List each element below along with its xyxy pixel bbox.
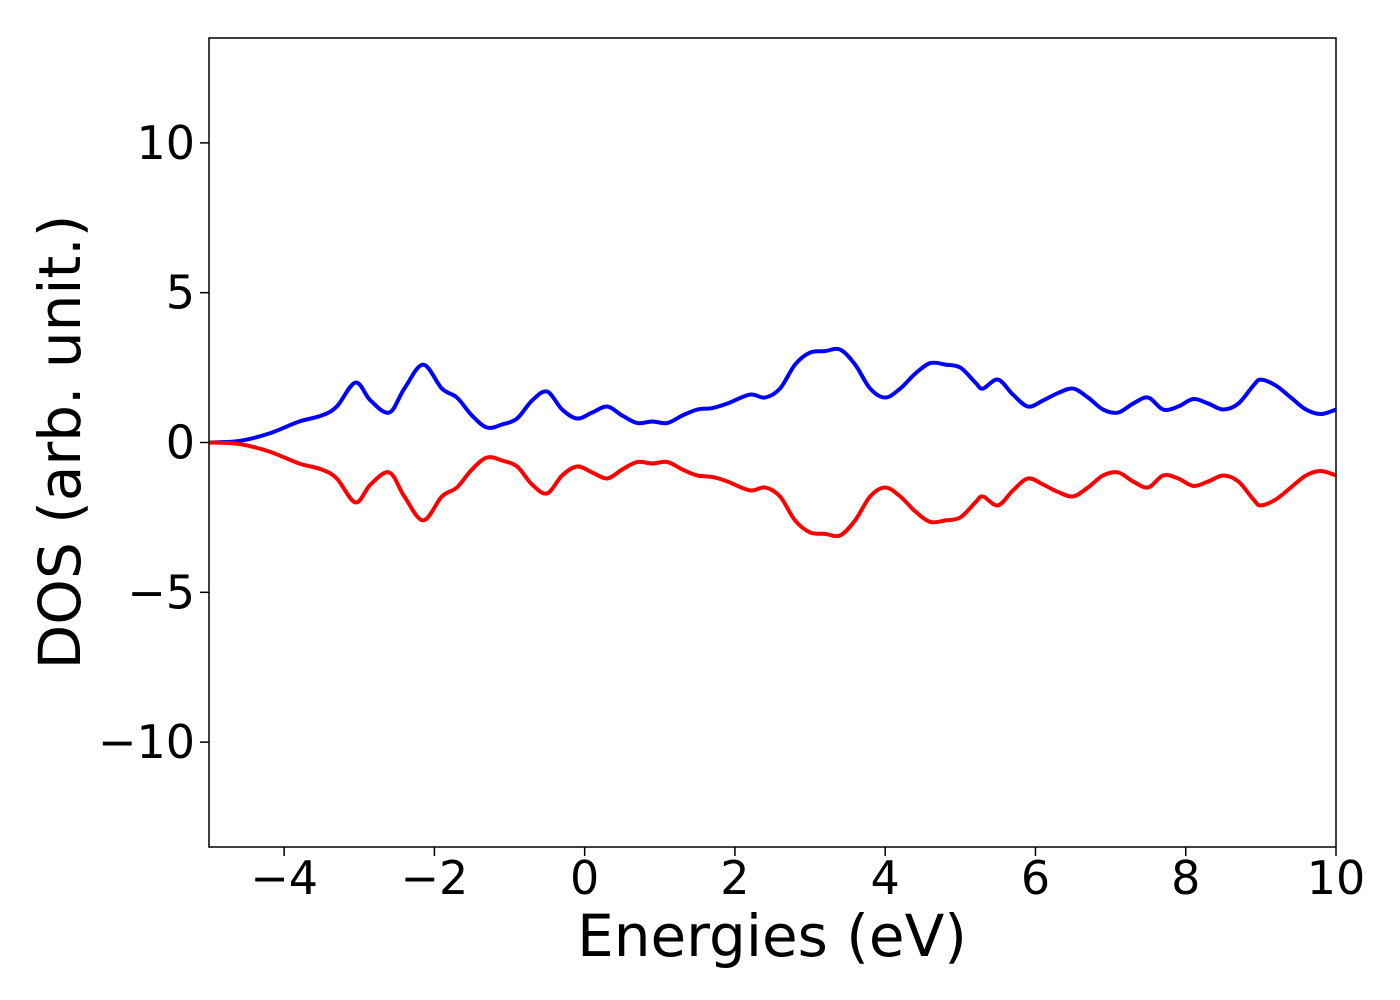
series-layer xyxy=(209,346,1336,539)
y-tick-label: −10 xyxy=(98,715,195,769)
x-tick-label: −2 xyxy=(400,851,468,905)
dos-series-line-1 xyxy=(209,440,1336,539)
y-tick-label: 10 xyxy=(136,116,195,170)
plot-frame xyxy=(208,37,1337,848)
x-tick-label: 10 xyxy=(1307,851,1366,905)
x-tick-label: −4 xyxy=(250,851,318,905)
x-axis-label: Energies (eV) xyxy=(577,902,967,970)
y-tick-label: 0 xyxy=(166,416,195,470)
x-tick-label: 0 xyxy=(570,851,599,905)
dos-series-line-0 xyxy=(209,346,1336,445)
x-ticks: −4 −2 0 2 4 6 8 10 xyxy=(250,847,1365,905)
y-tick-label: −5 xyxy=(127,565,195,619)
y-tick-label: 5 xyxy=(166,266,195,320)
x-tick-label: 6 xyxy=(1021,851,1050,905)
x-tick-label: 4 xyxy=(871,851,900,905)
y-axis-label: DOS (arb. unit.) xyxy=(26,215,94,670)
x-tick-label: 2 xyxy=(720,851,749,905)
x-tick-label: 8 xyxy=(1171,851,1200,905)
y-ticks: −10 −5 0 5 10 xyxy=(98,116,209,769)
